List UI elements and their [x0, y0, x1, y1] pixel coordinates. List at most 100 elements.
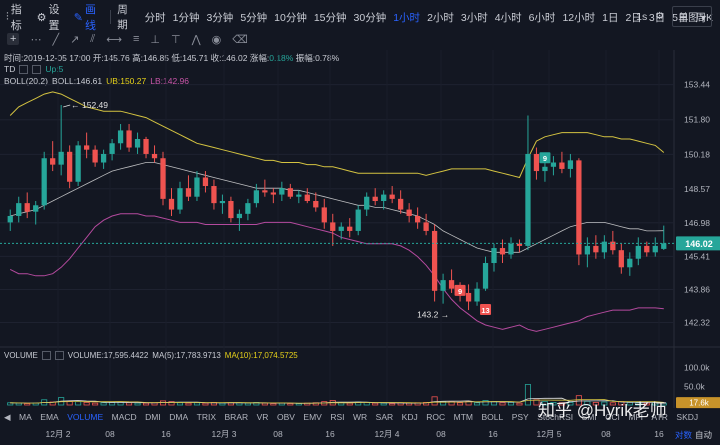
indicator-tab-ma[interactable]: MA — [19, 412, 32, 422]
channel-tool-icon[interactable]: ⫽ — [90, 32, 96, 45]
period-2[interactable]: 3分钟 — [206, 11, 234, 24]
settings-button[interactable]: ⚙ 设置 — [36, 4, 60, 32]
volume-bar — [75, 401, 82, 406]
volume-bar — [550, 401, 557, 406]
time-tick-label: 16 — [654, 429, 664, 439]
indicator-tab-mfi[interactable]: MFI — [628, 412, 644, 422]
candle-body — [75, 145, 81, 182]
candle-body — [482, 263, 489, 289]
settings-gear-icon[interactable]: ⚙ — [655, 11, 665, 22]
candle-body — [92, 149, 98, 163]
period-13[interactable]: 1日 — [602, 11, 619, 24]
time-tick-label: 12月 4 — [374, 429, 399, 439]
seconds-toggle[interactable]: 1s — [636, 10, 648, 23]
candle-body — [202, 177, 209, 187]
volume-bar — [92, 402, 99, 406]
indicator-tab-volume[interactable]: VOLUME — [67, 412, 104, 422]
period-12[interactable]: 12小时 — [562, 11, 596, 24]
indicator-tab-ema[interactable]: EMA — [40, 412, 59, 422]
candle-body — [7, 215, 13, 223]
td-close-icon[interactable] — [32, 64, 42, 74]
candle-body — [508, 243, 514, 255]
divider — [110, 10, 112, 24]
indicator-tab-trix[interactable]: TRIX — [196, 412, 217, 422]
candle-body — [16, 203, 22, 216]
volume-visibility-toggle[interactable] — [41, 351, 51, 360]
period-9[interactable]: 3小时 — [460, 11, 488, 24]
indicators-button[interactable]: ⫶ 指标 — [6, 4, 22, 32]
period-10[interactable]: 4小时 — [494, 11, 522, 24]
indicator-tab-sar[interactable]: SAR — [375, 412, 394, 422]
indicator-tab-emv[interactable]: EMV — [303, 412, 322, 422]
indicator-tab-vr[interactable]: VR — [256, 412, 269, 422]
candle-body — [440, 280, 446, 291]
eye-icon[interactable]: ◉ — [211, 33, 222, 46]
indicator-tab-roc[interactable]: ROC — [426, 412, 446, 422]
candle-body — [567, 160, 574, 169]
period-8[interactable]: 2小时 — [427, 11, 454, 24]
period-17[interactable]: 周K — [695, 11, 714, 24]
indicator-tab-smi[interactable]: SMI — [581, 412, 597, 422]
indicator-tab-stochrsi[interactable]: StochRSI — [537, 412, 574, 422]
period-14[interactable]: 2日 — [625, 11, 642, 24]
period-5[interactable]: 15分钟 — [313, 11, 347, 24]
period-0[interactable]: 分时 — [144, 11, 166, 24]
indicator-tab-wr[interactable]: WR — [353, 412, 368, 422]
auto-scale-toggle[interactable]: 自动 — [694, 430, 712, 440]
volume-bar — [541, 401, 548, 406]
indicator-tab-skdj[interactable]: SKDJ — [676, 412, 699, 422]
time-tick-label: 12月 5 — [536, 429, 561, 439]
text-tool-icon[interactable]: ⊤ — [170, 33, 181, 46]
period-1[interactable]: 1分钟 — [172, 11, 200, 24]
pattern-tool-icon[interactable]: ⋀ — [191, 33, 201, 46]
volume-bar — [185, 402, 192, 406]
log-scale-toggle[interactable]: 对数 — [674, 430, 692, 440]
candle-body — [635, 245, 641, 259]
period-6[interactable]: 30分钟 — [353, 11, 387, 24]
period-3[interactable]: 5分钟 — [240, 11, 268, 24]
indicator-tab-rsi[interactable]: RSI — [330, 412, 345, 422]
candle-body — [50, 158, 56, 165]
period-15[interactable]: 3日 — [648, 11, 666, 24]
indicator-tab-kdj[interactable]: KDJ — [401, 412, 418, 422]
trash-icon[interactable]: ⌫ — [232, 33, 248, 46]
period-7[interactable]: 1小时 — [393, 11, 421, 24]
candle-body — [253, 190, 260, 204]
volume-bar — [516, 402, 523, 406]
indicator-tab-psy[interactable]: PSY — [511, 412, 529, 422]
horizontal-line-icon[interactable]: ⟷ — [106, 33, 122, 46]
candle-body — [296, 194, 302, 197]
period-11[interactable]: 6小时 — [528, 11, 556, 24]
td-visibility-toggle[interactable] — [19, 64, 29, 74]
period-4[interactable]: 10分钟 — [274, 11, 307, 24]
indicator-tab-mtm[interactable]: MTM — [453, 412, 473, 422]
fib-tool-icon[interactable]: ≡ — [132, 33, 140, 45]
chart-mode-button[interactable]: 单图 ▾ — [672, 6, 712, 27]
candle-body — [542, 166, 548, 172]
indicator-tab-macd[interactable]: MACD — [111, 412, 137, 422]
line-tool-icon[interactable]: ╱ — [52, 33, 60, 46]
indicator-tabs-prev-icon[interactable]: ◀ — [4, 411, 11, 422]
indicator-tab-atr[interactable]: ATR — [651, 412, 668, 422]
candle-body — [134, 138, 141, 148]
indicator-tab-dmi[interactable]: DMI — [145, 412, 161, 422]
candle-body — [58, 151, 64, 165]
period-16[interactable]: 5日 — [672, 11, 689, 24]
measure-tool-icon[interactable]: ⊥ — [150, 33, 160, 46]
volume-bar — [474, 402, 481, 406]
indicator-tab-brar[interactable]: BRAR — [224, 412, 249, 422]
cursor-icon[interactable]: ⋯ — [30, 33, 42, 46]
price-tick-label: 142.32 — [684, 317, 710, 327]
indicator-tab-obv[interactable]: OBV — [276, 412, 295, 422]
volume-bar — [176, 402, 184, 406]
drawing-button[interactable]: ✎ 画线 — [73, 4, 97, 32]
crosshair-icon[interactable]: + — [7, 33, 20, 45]
indicator-tab-cci[interactable]: CCI — [605, 412, 620, 422]
indicator-tab-boll[interactable]: BOLL — [481, 412, 504, 422]
volume-close-icon[interactable] — [54, 351, 64, 360]
ray-tool-icon[interactable]: ↗ — [70, 33, 80, 46]
candle-body — [398, 198, 404, 210]
current-price-badge — [676, 236, 720, 251]
indicator-tab-dma[interactable]: DMA — [169, 412, 189, 422]
